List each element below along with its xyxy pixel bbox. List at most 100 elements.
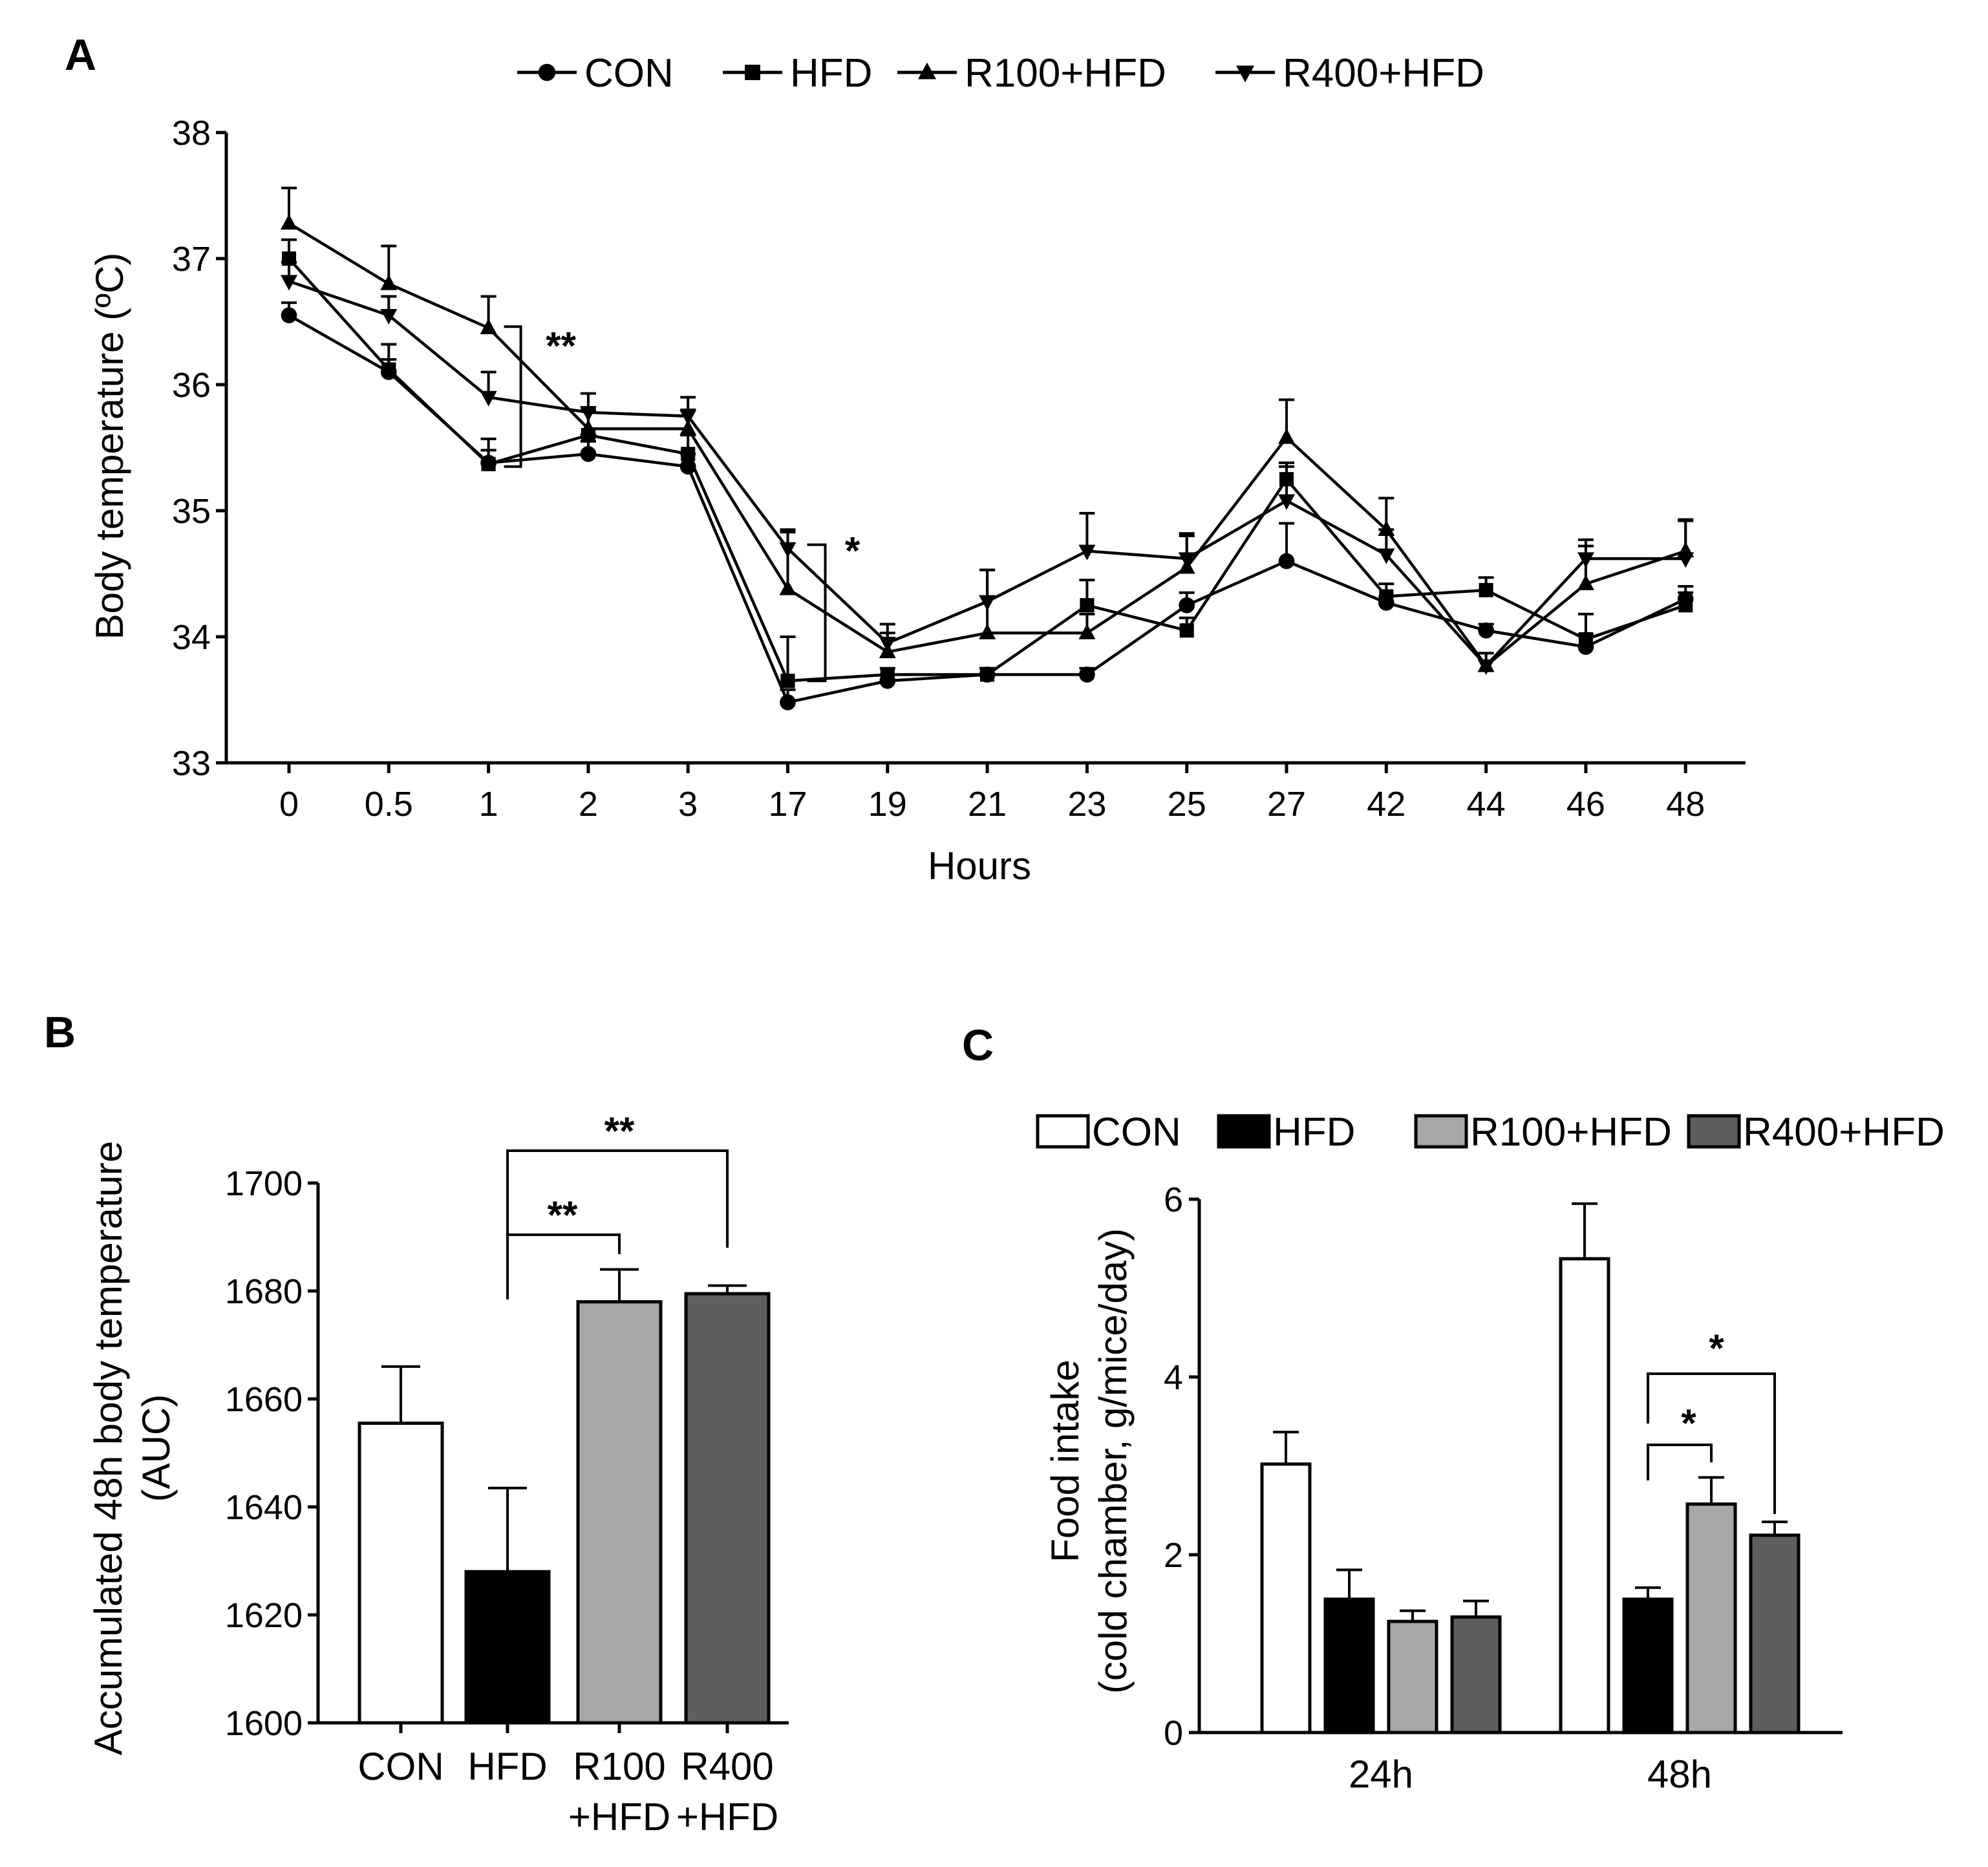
panel-a-point-hfd (481, 456, 496, 471)
panel-c-bar-group-r400-hfd-48h (1749, 1520, 1801, 1734)
panel-a-point-hfd (1678, 598, 1693, 613)
panel-a-series (281, 186, 1694, 710)
panel-c-bar-r400-hfd-24h (1450, 1615, 1502, 1734)
panel-a-point-r100-hfd (579, 419, 597, 435)
panel-c-legend-item-con: CON (1036, 1110, 1181, 1155)
panel-b-y-tick-label: 1700 (225, 1164, 303, 1203)
panel-c-legend-item-r400-hfd: R400+HFD (1687, 1110, 1945, 1155)
panel-a-point-hfd (780, 674, 795, 688)
panel-b-bar-r100-hfd (576, 1300, 663, 1725)
panel-a-y-ticks: 33 34 35 36 37 38 (172, 114, 226, 783)
panel-a-y-tick-label: 35 (172, 492, 211, 531)
panel-c-significance-1-label: * (1681, 1402, 1696, 1445)
panel-c-significance-2: * (1647, 1327, 1776, 1514)
panel-a-line-chart: CON HFD R100+HFD R400+HFD 33 34 35 36 37 38 0 0.5… (88, 51, 1746, 888)
panel-a-legend-item-con: CON (517, 51, 674, 96)
panel-a-point-r100-hfd (679, 419, 697, 435)
panel-b-error-bar-con (381, 1365, 420, 1424)
panel-c-legend-swatch (1217, 1114, 1271, 1149)
panel-a-point-r400-hfd (1677, 552, 1694, 568)
panel-b-significance-1-line (506, 1233, 621, 1299)
panel-b-y-tick-label: 1660 (225, 1380, 303, 1419)
panel-b-y-tick-label: 1620 (225, 1596, 303, 1635)
panel-a-x-tick-label: 44 (1467, 785, 1506, 824)
panel-a-x-ticks: 0 0.5 1 2 3 17 19 21 23 25 27 42 44 46 48 (279, 763, 1705, 824)
panel-a-point-r100-hfd (1278, 428, 1295, 444)
panel-c-bar-r100-hfd-24h (1387, 1619, 1438, 1734)
panel-c-legend-swatch (1036, 1114, 1090, 1149)
panel-c-bar-group-hfd-24h (1323, 1568, 1375, 1734)
panel-a-point-r400-hfd (979, 595, 996, 611)
panel-a-point-r400-hfd (1477, 659, 1495, 676)
panel-a-point-con (1278, 553, 1295, 570)
panel-a-point-con (1179, 597, 1195, 613)
panel-b-bars (358, 1268, 771, 1725)
panel-c-y-axis-title-group: Food intake (cold chamber, g/mice/day) (1043, 1228, 1135, 1694)
panel-a-point-hfd (980, 667, 995, 682)
panel-a-y-tick-label: 37 (172, 240, 211, 279)
panel-c-bar-group-con-48h (1559, 1202, 1610, 1734)
panel-c-error-bar (1572, 1202, 1598, 1259)
panel-b-error-bar-r100-hfd (600, 1268, 639, 1302)
panel-a-point-r400-hfd (1078, 544, 1096, 560)
panel-b-significance-2-line (506, 1149, 729, 1280)
panel-a-x-tick-label: 0 (279, 785, 299, 824)
panel-a-x-tick-label: 21 (968, 785, 1007, 824)
panel-b-bar-con (358, 1422, 444, 1725)
panel-b-bar-group-hfd (464, 1486, 551, 1725)
panel-a-line-con (288, 314, 1687, 704)
panel-a-y-tick-label: 33 (172, 744, 211, 783)
panel-b-x-label: R100 (573, 1745, 665, 1788)
panel-b-y-tick-label: 1600 (225, 1704, 303, 1743)
panel-c-bar-group-r400-hfd-24h (1450, 1599, 1502, 1734)
panel-b-y-axis-unit: (AUC) (134, 1394, 178, 1502)
panel-a-x-tick-label: 42 (1367, 785, 1405, 824)
panel-a-point-r100-hfd (1378, 520, 1395, 536)
panel-a-legend-marker (538, 63, 556, 81)
panel-b-y-ticks: 1600 1620 1640 1660 1680 1700 (225, 1164, 318, 1743)
panel-a-legend-label: CON (584, 51, 674, 96)
panel-a-point-hfd (1479, 582, 1493, 597)
panel-c-error-bar (1400, 1609, 1426, 1622)
panel-b-error-bar-hfd (488, 1486, 527, 1572)
panel-a-point-con (1079, 667, 1095, 683)
panel-b-bar-group-con (358, 1365, 444, 1725)
panel-a-point-r400-hfd (679, 410, 697, 426)
panel-c-legend-label: R400+HFD (1743, 1110, 1945, 1155)
panel-a-x-tick-label: 17 (768, 785, 807, 824)
panel-c-bar-group-con-24h (1260, 1431, 1312, 1734)
panel-c-error-bar (1336, 1568, 1362, 1599)
panel-a-legend-label: R400+HFD (1283, 51, 1484, 96)
panel-b-x-label: HFD (467, 1745, 547, 1788)
panel-a-x-tick-label: 48 (1666, 785, 1705, 824)
panel-a-point-r400-hfd (1378, 548, 1395, 564)
panel-b-significance-1-label: ** (548, 1193, 578, 1237)
panel-a-point-hfd (880, 667, 895, 682)
panel-b-annotations: ** ** (506, 1109, 729, 1299)
panel-c-significance-2-label: * (1709, 1327, 1724, 1370)
panel-c-error-bar (1698, 1476, 1724, 1504)
panel-c-annotations: ** (1647, 1327, 1776, 1514)
panel-c-legend-label: CON (1092, 1110, 1181, 1155)
panel-b-bar-group-r100-hfd (576, 1268, 663, 1725)
panel-a-point-hfd (1578, 632, 1593, 646)
panel-b-significance-2-label: ** (604, 1109, 635, 1153)
panel-label-b: B (44, 1008, 76, 1057)
panel-a-point-hfd (381, 362, 396, 377)
panel-a-y-axis-title: Body temperature (ºC) (88, 253, 131, 640)
panel-c-legend-label: R100+HFD (1470, 1110, 1672, 1155)
panel-c-y-axis-unit: (cold chamber, g/mice/day) (1091, 1228, 1135, 1694)
panel-b-error-bar-r400-hfd (708, 1284, 747, 1294)
panel-a-point-r400-hfd (380, 309, 398, 325)
panel-c-y-tick-label: 6 (1164, 1180, 1183, 1219)
panel-a-x-tick-label: 0.5 (365, 785, 413, 824)
panel-a-point-r400-hfd (1278, 494, 1295, 510)
panel-c-legend-label: HFD (1273, 1110, 1355, 1155)
panel-a-point-con (281, 307, 297, 324)
panel-a-point-hfd (1379, 589, 1394, 604)
panel-a-significance-1-line (504, 325, 522, 468)
panel-label-a: A (65, 30, 96, 80)
panel-a-y-tick-label: 36 (172, 366, 211, 405)
